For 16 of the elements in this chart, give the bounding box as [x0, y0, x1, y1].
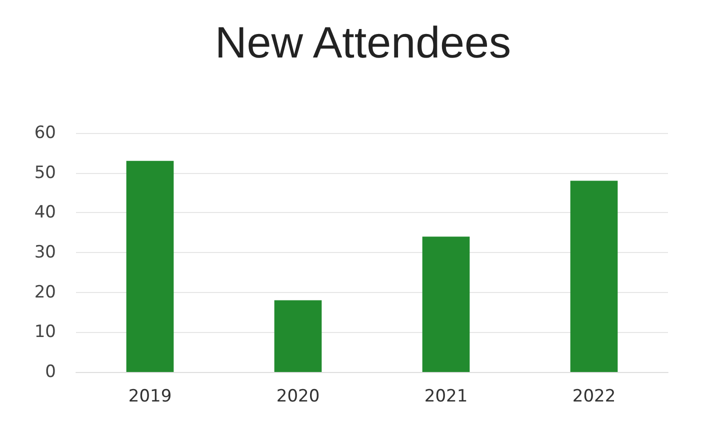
x-tick-label: 2022 [572, 386, 616, 406]
y-tick-label: 60 [34, 123, 56, 143]
bar [422, 236, 470, 372]
y-tick-label: 30 [34, 242, 56, 262]
y-tick-label: 10 [34, 322, 56, 342]
y-tick-label: 50 [34, 162, 56, 183]
x-tick-label: 2021 [424, 386, 468, 406]
bar [126, 160, 174, 372]
y-tick-label: 0 [45, 362, 56, 382]
y-tick-label: 40 [34, 202, 56, 223]
bar [274, 300, 322, 372]
chart-title: New Attendees [215, 18, 511, 68]
x-tick-label: 2019 [128, 386, 172, 406]
x-tick-label: 2020 [276, 386, 320, 406]
bar [570, 180, 618, 372]
y-tick-label: 20 [34, 282, 56, 302]
